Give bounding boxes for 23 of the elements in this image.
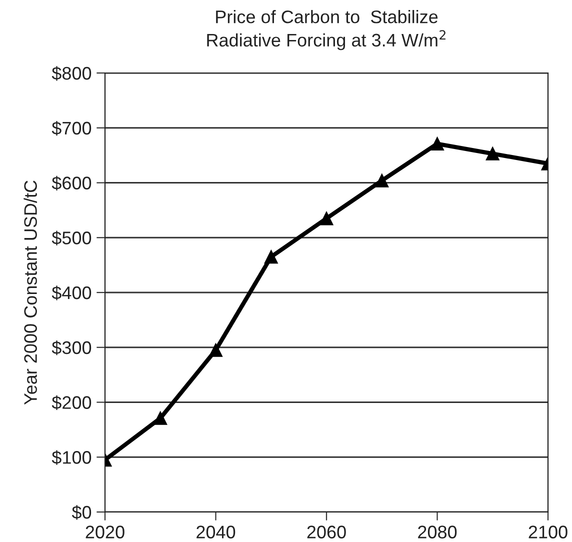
x-tick-label: 2040 [196,526,236,538]
x-tick-label: 2020 [86,526,124,538]
y-axis-title: Year 2000 Constant USD/tC [24,180,37,405]
y-tick-label: $700 [52,121,92,136]
y-tick-label: $300 [52,340,92,356]
point [154,411,168,425]
y-tick-label: $500 [52,230,92,246]
point [486,146,500,160]
y-tick-label: $800 [52,66,92,81]
point [264,250,278,264]
y-tick-label: $600 [52,176,92,191]
point [320,212,334,226]
point [375,174,389,188]
x-tick-label: 2060 [307,526,346,538]
point [430,137,444,151]
y-tick-label: $0 [72,505,92,520]
point [208,343,223,357]
y-tick-label: $100 [52,450,92,465]
chart-title: Price of Carbon to Stabilize Radiative Forcing at 3.4 W/m$^{2}$ [207,10,446,50]
y-tick-label: $200 [52,395,92,410]
y-tick-label: $400 [52,286,92,300]
x-tick-label: 2100 [528,526,568,538]
x-tick-label: 2080 [418,526,457,538]
